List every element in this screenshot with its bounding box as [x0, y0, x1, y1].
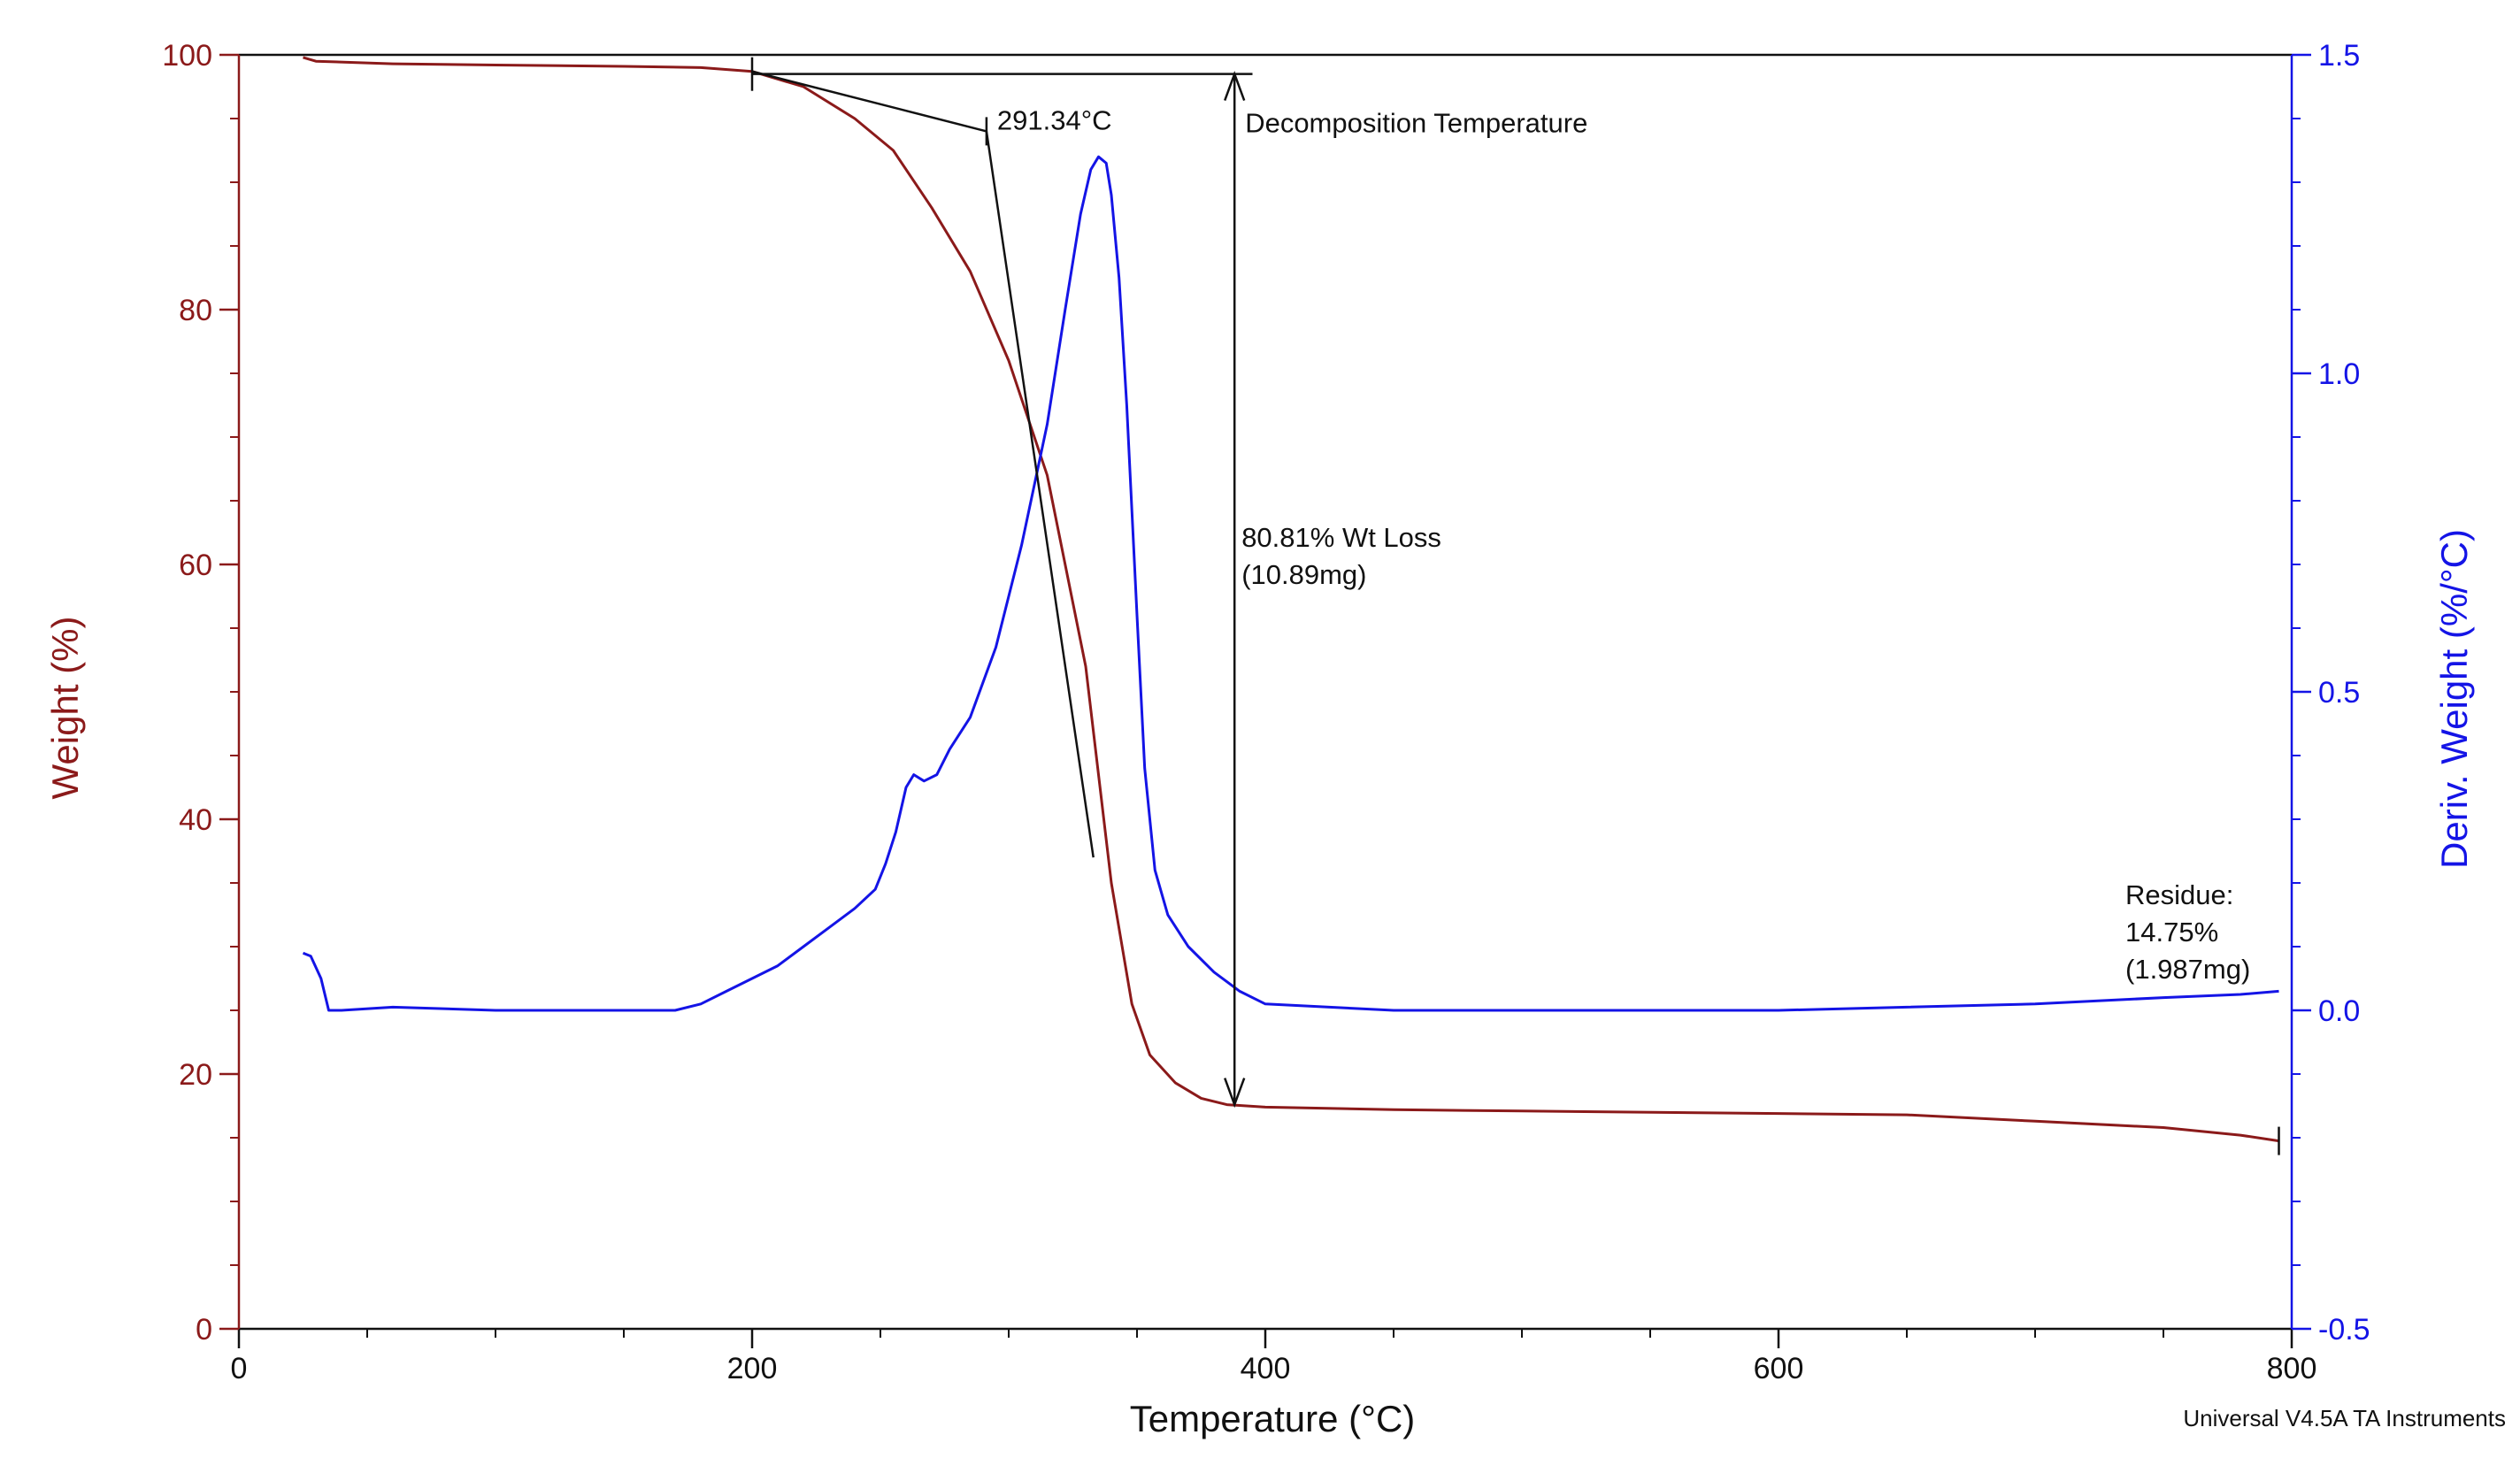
y-left-tick-label: 60: [179, 549, 212, 582]
residue-title-label: Residue:: [2125, 879, 2233, 910]
x-tick-label: 600: [1754, 1352, 1804, 1385]
y-right-tick-label: 0.5: [2318, 676, 2360, 710]
x-tick-label: 0: [231, 1352, 248, 1385]
x-tick-label: 400: [1241, 1352, 1291, 1385]
y-left-tick-label: 0: [196, 1313, 212, 1347]
y-left-tick-label: 20: [179, 1058, 212, 1092]
weight-loss-arrowhead-bottom: [1224, 1078, 1246, 1109]
decomposition-temperature-label: Decomposition Temperature: [1245, 108, 1587, 139]
y-right-tick-label: -0.5: [2318, 1313, 2370, 1347]
weight-series-line: [303, 56, 2279, 1143]
onset-baseline-tangent: [751, 70, 987, 133]
onset-temperature-label: 291.34°C: [997, 104, 1112, 135]
residue-percent-label: 14.75%: [2125, 917, 2218, 948]
weight-loss-mass-label: (10.89mg): [1241, 559, 1366, 590]
y-left-tick-label: 40: [179, 803, 212, 837]
weight-loss-label: 80.81% Wt Loss: [1241, 522, 1441, 553]
x-tick-label: 200: [727, 1352, 778, 1385]
series-layer: [302, 56, 2279, 1143]
annotation-layer: 291.34°C Decomposition Temperature 80.81% …: [750, 57, 2280, 1155]
axes-layer: 0 200 400 600 800 0 20 40 60 80 100 -0.5 0.0 0.5 1.0 1.…: [162, 39, 2370, 1385]
x-axis-title: Temperature (°C): [1130, 1398, 1416, 1439]
residue-mass-label: (1.987mg): [2125, 954, 2250, 985]
y-right-tick-label: 1.5: [2318, 39, 2360, 73]
y-right-tick-label: 0.0: [2318, 994, 2360, 1028]
weight-loss-arrowhead-top: [1224, 70, 1246, 102]
y-right-axis-title: Deriv. Weight (%/°C): [2433, 529, 2475, 869]
y-left-tick-label: 100: [162, 39, 212, 73]
onset-steep-tangent: [985, 131, 1095, 858]
footer-credit: Universal V4.5A TA Instruments: [2183, 1405, 2506, 1431]
y-left-tick-label: 80: [179, 294, 212, 327]
deriv-weight-series-line: [302, 155, 2279, 1012]
y-left-axis-title: Weight (%): [44, 617, 86, 800]
y-right-tick-label: 1.0: [2318, 357, 2360, 391]
x-tick-label: 800: [2267, 1352, 2317, 1385]
